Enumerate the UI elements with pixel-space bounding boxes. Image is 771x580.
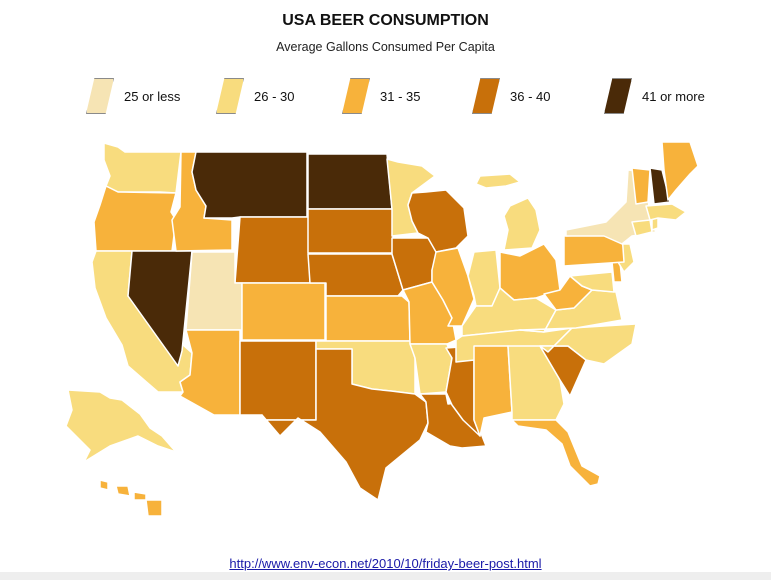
state-nc [539,323,637,365]
state-nm [239,340,317,421]
legend-label-1: 26 - 30 [254,89,295,104]
state-nd [307,153,393,210]
map-subtitle: Average Gallons Consumed Per Capita [276,40,495,54]
state-nh [649,167,671,205]
state-ks [325,295,411,342]
state-mi [475,173,521,189]
state-ar [409,343,453,395]
us-choropleth-map [65,141,699,517]
map-title: USA BEER CONSUMPTION [282,12,489,29]
state-mt [191,151,308,219]
state-ak [65,389,177,463]
state-wy [234,216,311,284]
state-mi [503,197,541,251]
source-link[interactable]: http://www.env-econ.net/2010/10/friday-b… [229,556,542,571]
state-hi [99,479,109,491]
legend-label-0: 25 or less [124,89,181,104]
state-hi [115,485,131,497]
state-wa [103,142,182,194]
bottom-bar [0,572,771,580]
state-fl [511,419,601,487]
state-ma [645,203,687,221]
state-vt [631,167,651,205]
state-hi [133,491,147,501]
legend-label-2: 31 - 35 [380,89,421,104]
legend-label-4: 41 or more [642,89,705,104]
state-hi [145,499,163,517]
state-sd [307,208,395,254]
state-il [431,247,475,327]
state-co [241,282,326,341]
state-tx [261,348,429,501]
state-la [419,393,487,449]
state-or [93,185,177,252]
legend-label-3: 36 - 40 [510,89,551,104]
state-al [473,345,513,437]
state-ut [185,251,243,331]
state-ct [631,219,653,237]
state-me [661,141,699,201]
state-md [569,271,615,293]
